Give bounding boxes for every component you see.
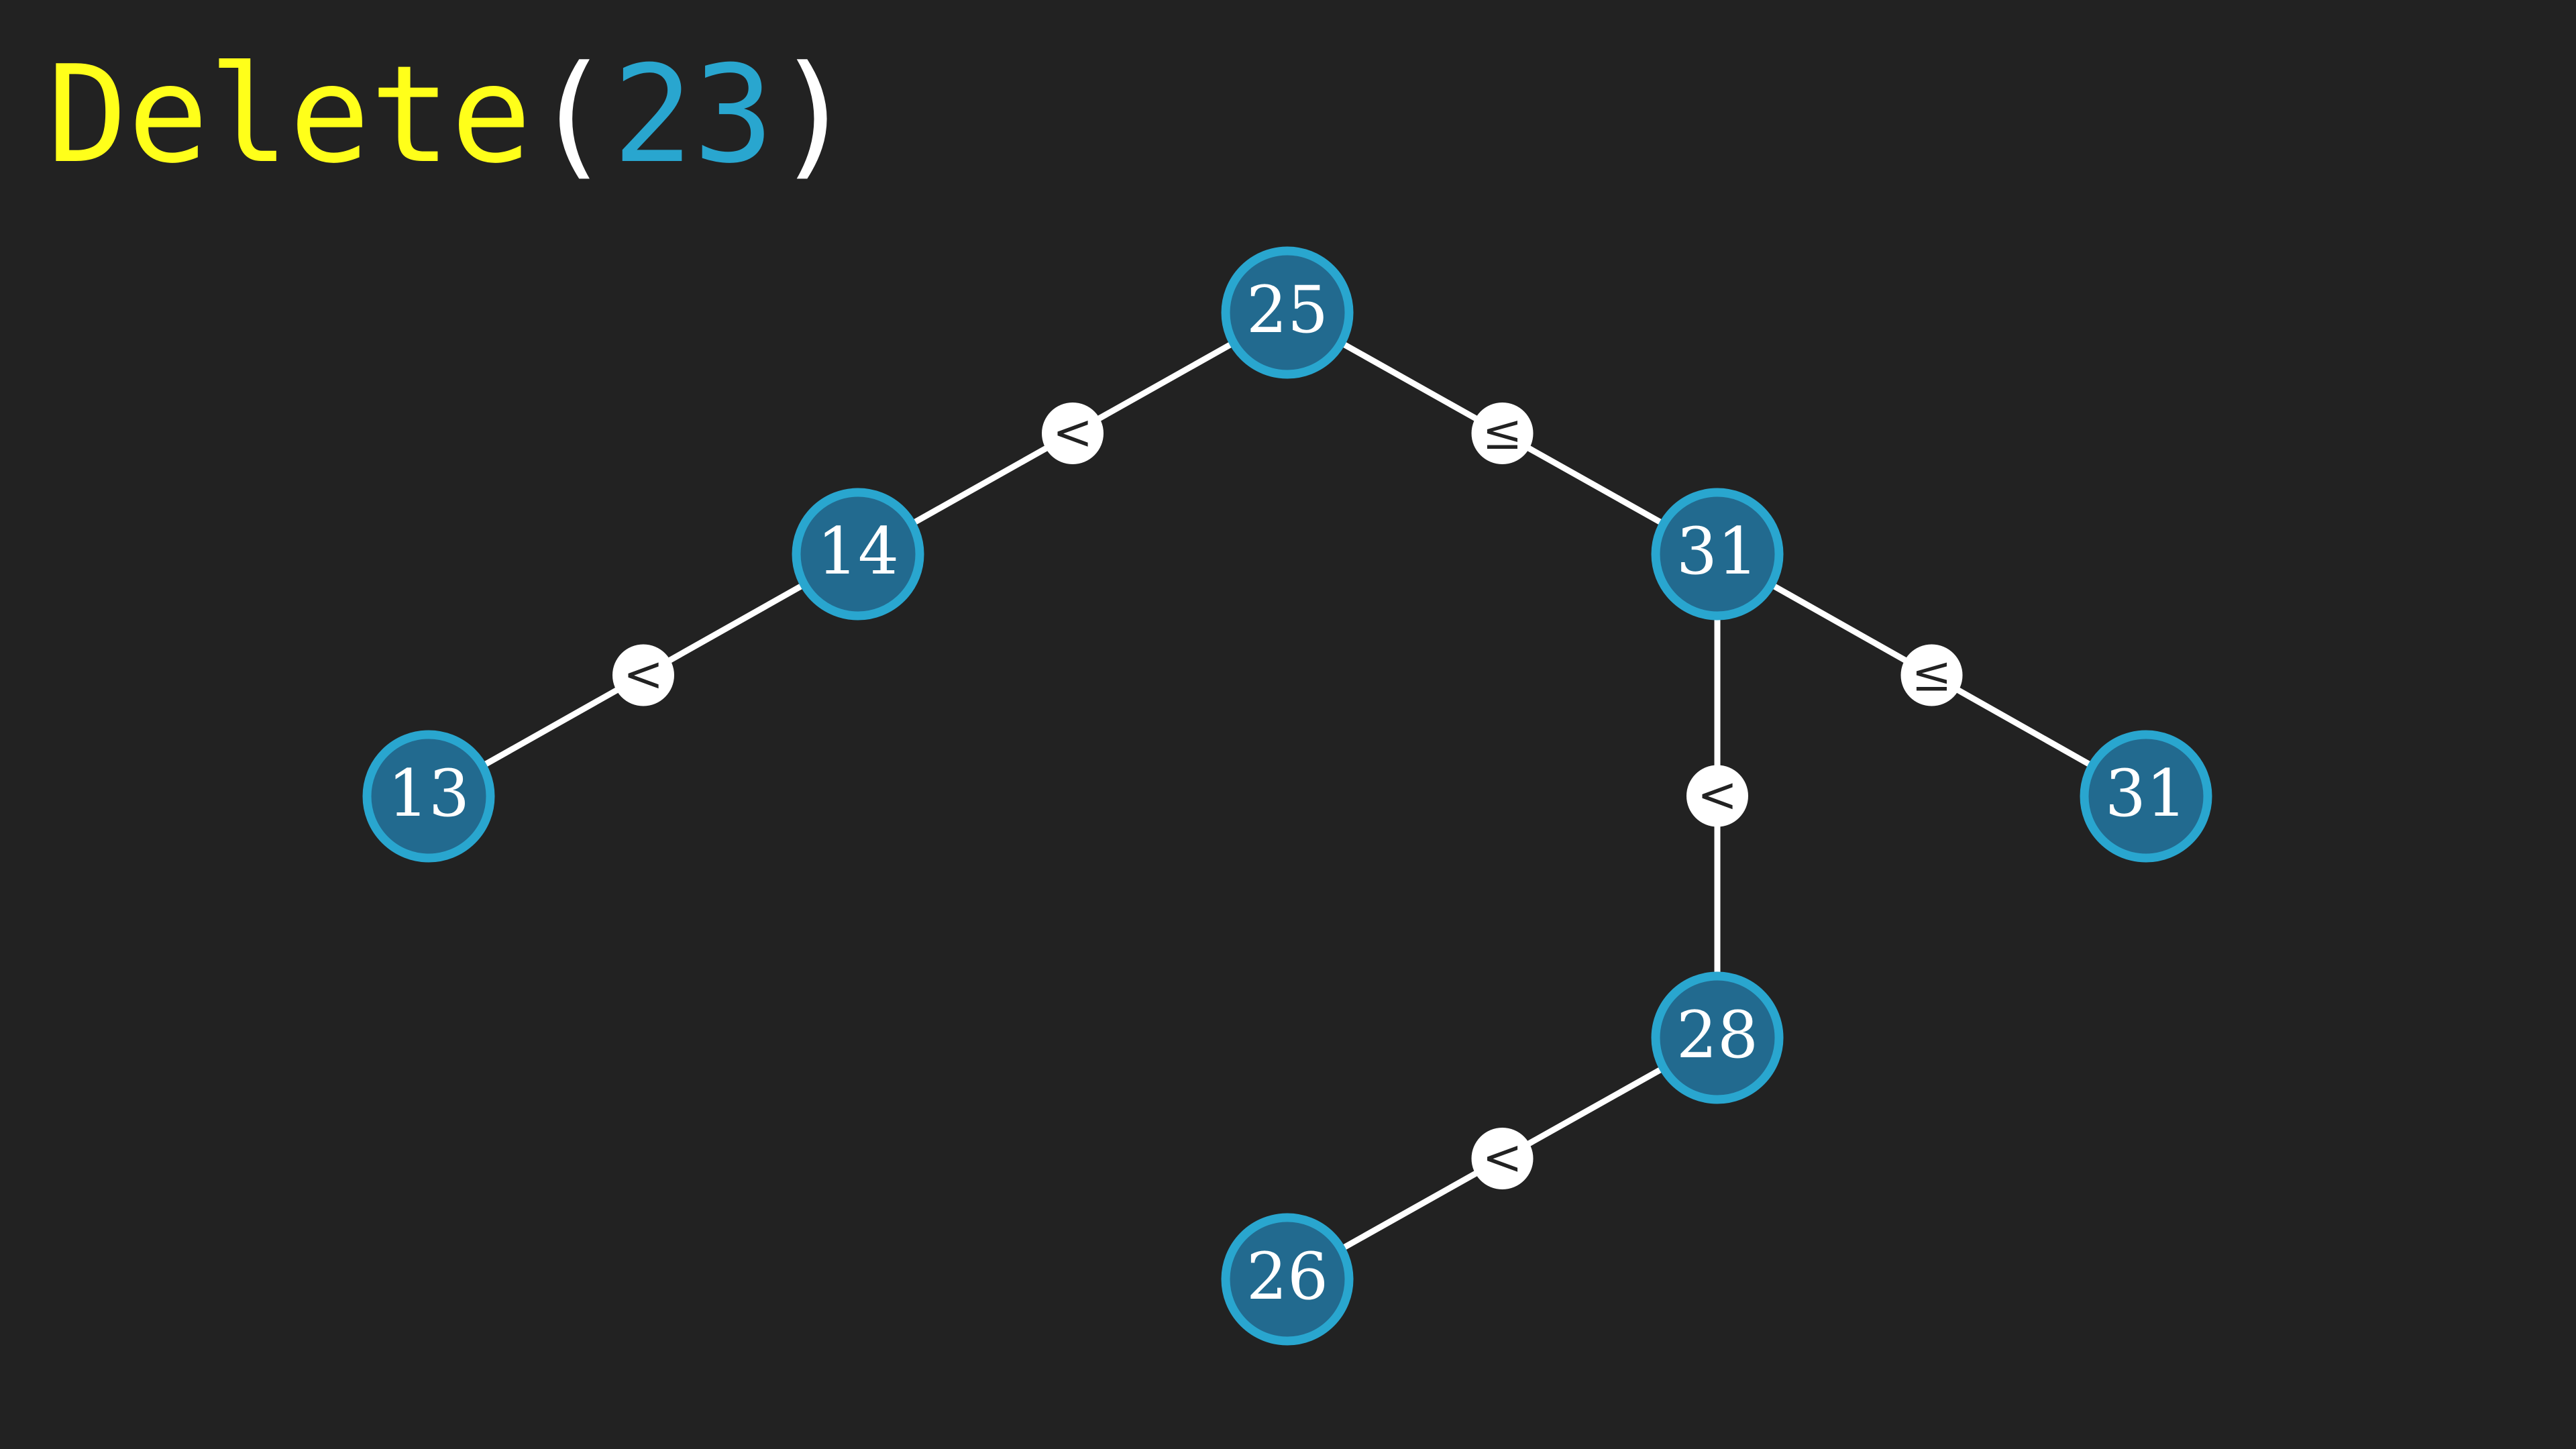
tree-node: 25 — [1221, 246, 1354, 379]
relation-symbol: ≤ — [1911, 646, 1951, 702]
relation-badge: < — [1686, 765, 1748, 827]
relation-badge: ≤ — [1900, 644, 1963, 706]
relation-badge-circle — [1471, 402, 1534, 464]
tree-node-value: 28 — [1676, 998, 1758, 1073]
relation-badges-layer: < ≤ < < ≤ < — [612, 402, 1963, 1189]
tree-node: 31 — [2080, 730, 2212, 863]
tree-node: 14 — [792, 488, 924, 621]
tree-node-circle — [362, 730, 495, 863]
relation-badge-circle — [1471, 1128, 1534, 1189]
relation-symbol: ≤ — [1482, 404, 1522, 460]
tree-node-value: 26 — [1246, 1239, 1328, 1314]
relation-symbol: < — [623, 646, 663, 702]
tree-node-circle — [2080, 730, 2212, 863]
relation-badge-circle — [612, 644, 674, 706]
relation-badge: < — [612, 644, 674, 706]
tree-node-circle — [792, 488, 924, 621]
tree-node-value: 31 — [2105, 756, 2187, 831]
nodes-layer: 25 14 31 13 28 31 26 — [362, 246, 2212, 1346]
tree-node: 13 — [362, 730, 495, 863]
tree-node: 28 — [1651, 971, 1784, 1104]
relation-badge-circle — [1900, 644, 1963, 706]
relation-badge: ≤ — [1471, 402, 1534, 464]
relation-badge-circle — [1686, 765, 1748, 827]
relation-badge: < — [1471, 1128, 1534, 1189]
operation-heading: Delete(23) — [47, 35, 855, 196]
relation-symbol: < — [1697, 767, 1737, 823]
tree-node-value: 31 — [1676, 514, 1758, 589]
operation-name: Delete — [47, 37, 532, 193]
relation-badge-circle — [1042, 402, 1104, 464]
close-paren: ) — [773, 37, 855, 193]
tree-node-value: 14 — [817, 514, 899, 589]
tree-node-circle — [1651, 488, 1784, 621]
relation-symbol: < — [1482, 1129, 1522, 1185]
tree-node-value: 25 — [1246, 272, 1328, 347]
tree-node: 31 — [1651, 488, 1784, 621]
relation-symbol: < — [1053, 404, 1093, 460]
operation-argument: 23 — [612, 37, 774, 193]
edges-layer — [427, 310, 2148, 1282]
relation-badge: < — [1042, 402, 1104, 464]
tree-node-circle — [1651, 971, 1784, 1104]
tree-node-value: 13 — [388, 756, 470, 831]
tree-node-circle — [1221, 1213, 1354, 1346]
tree-node: 26 — [1221, 1213, 1354, 1346]
tree-node-circle — [1221, 246, 1354, 379]
open-paren: ( — [531, 37, 612, 193]
